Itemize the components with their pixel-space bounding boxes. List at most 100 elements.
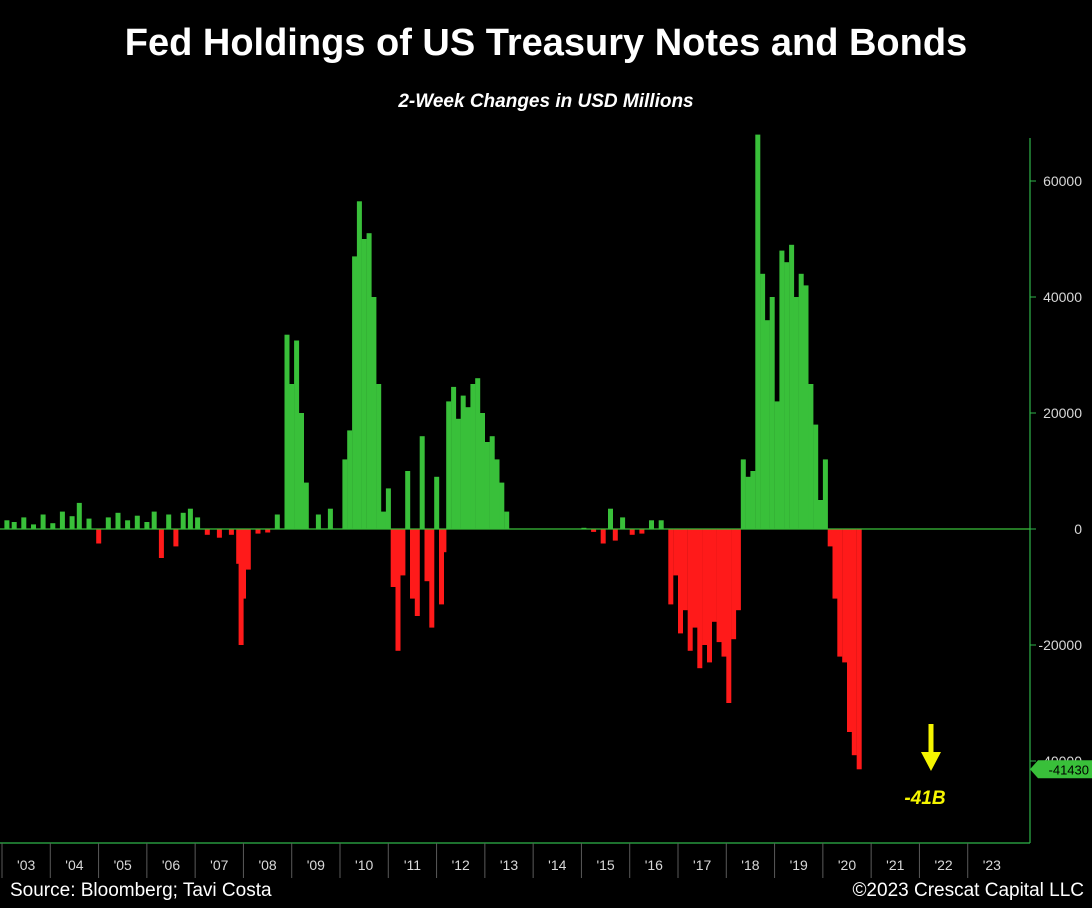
bar-6	[59, 511, 65, 529]
bar-84	[658, 520, 664, 529]
bar-34	[289, 384, 295, 529]
bar-43	[356, 201, 362, 530]
bar-92	[702, 529, 708, 645]
bar-77	[600, 529, 606, 544]
bar-5	[50, 523, 56, 529]
bar-19	[173, 529, 179, 547]
bar-30	[255, 529, 261, 534]
bar-24	[216, 529, 222, 538]
bar-11	[105, 517, 111, 529]
bar-101	[745, 476, 751, 529]
x-tick-label: '04	[65, 857, 83, 873]
x-tick-label: '12	[452, 857, 470, 873]
bar-113	[803, 285, 809, 529]
bar-54	[410, 529, 415, 599]
bar-79	[612, 529, 618, 541]
bar-47	[376, 384, 382, 529]
bar-64	[455, 418, 461, 529]
bar-8	[76, 502, 82, 529]
bar-10	[96, 529, 102, 544]
bar-76	[591, 529, 597, 532]
bar-111	[793, 297, 799, 529]
bar-116	[818, 500, 823, 529]
chart-title: Fed Holdings of US Treasury Notes and Bo…	[124, 22, 968, 64]
bar-42	[352, 256, 358, 529]
bar-9	[86, 518, 92, 529]
bar-60	[439, 529, 444, 605]
bar-16	[151, 511, 157, 529]
bar-83	[649, 520, 654, 529]
bar-108	[779, 250, 785, 529]
x-tick-label: '08	[258, 857, 276, 873]
x-tick-label: '21	[886, 857, 904, 873]
bar-32	[274, 514, 280, 529]
bar-55	[414, 529, 420, 616]
bar-73	[499, 482, 505, 529]
bar-95	[716, 529, 722, 643]
bar-36	[299, 413, 304, 529]
bar-28	[241, 529, 246, 599]
chart-subtitle: 2-Week Changes in USD Millions	[398, 91, 694, 112]
bar-52	[400, 529, 406, 576]
bar-122	[847, 529, 852, 732]
bar-85	[668, 529, 674, 605]
bar-103	[755, 134, 761, 529]
bar-65	[460, 395, 466, 529]
bar-66	[465, 407, 471, 529]
x-tick-label: '18	[741, 857, 759, 873]
x-tick-label: '16	[645, 857, 663, 873]
bar-35	[294, 340, 300, 529]
bar-104	[760, 273, 766, 529]
bar-12	[115, 512, 121, 529]
bar-1	[11, 522, 17, 529]
y-tick-label: 60000	[1043, 173, 1082, 189]
bar-41	[347, 430, 353, 529]
bar-3	[31, 524, 36, 529]
bar-21	[187, 508, 193, 529]
bar-100	[740, 459, 746, 529]
bar-87	[678, 529, 683, 634]
bar-33	[284, 334, 290, 529]
bar-48	[381, 511, 386, 529]
bar-56	[419, 436, 425, 529]
x-tick-label: '20	[838, 857, 856, 873]
bar-37	[303, 482, 309, 529]
bar-50	[390, 529, 396, 587]
x-tick-label: '19	[790, 857, 808, 873]
annotation-arrow	[921, 724, 941, 771]
bar-69	[480, 413, 485, 529]
x-tick-label: '07	[210, 857, 228, 873]
bar-29	[245, 529, 251, 570]
bar-114	[808, 384, 814, 529]
bar-23	[204, 529, 210, 535]
bar-109	[784, 262, 790, 529]
x-tick-label: '13	[500, 857, 518, 873]
bar-31	[265, 529, 271, 533]
bar-67	[470, 384, 476, 529]
bar-88	[682, 529, 688, 611]
bar-17	[158, 529, 164, 558]
bar-102	[750, 471, 756, 529]
bar-105	[764, 320, 770, 529]
bar-20	[180, 512, 186, 529]
bar-96	[721, 529, 727, 657]
bar-22	[195, 517, 201, 529]
bar-124	[856, 529, 862, 770]
bar-61	[441, 529, 447, 553]
source-note: Source: Bloomberg; Tavi Costa	[10, 880, 272, 901]
bar-94	[711, 529, 717, 622]
bar-99	[735, 529, 741, 611]
x-tick-label: '17	[693, 857, 711, 873]
x-axis-ticks: '03 '04 '05 '06 '07 '08 '09 '10 '11 '12 '13 '14 '15 '…	[1, 843, 1001, 878]
bar-82	[639, 529, 645, 534]
bar-107	[774, 401, 780, 529]
bar-112	[798, 273, 804, 529]
y-tick-label: 0	[1074, 521, 1082, 537]
x-tick-label: '23	[983, 857, 1001, 873]
bar-39	[327, 508, 333, 529]
bar-81	[629, 529, 635, 535]
bar-110	[789, 244, 795, 530]
bar-119	[832, 529, 838, 599]
bar-68	[475, 378, 481, 529]
